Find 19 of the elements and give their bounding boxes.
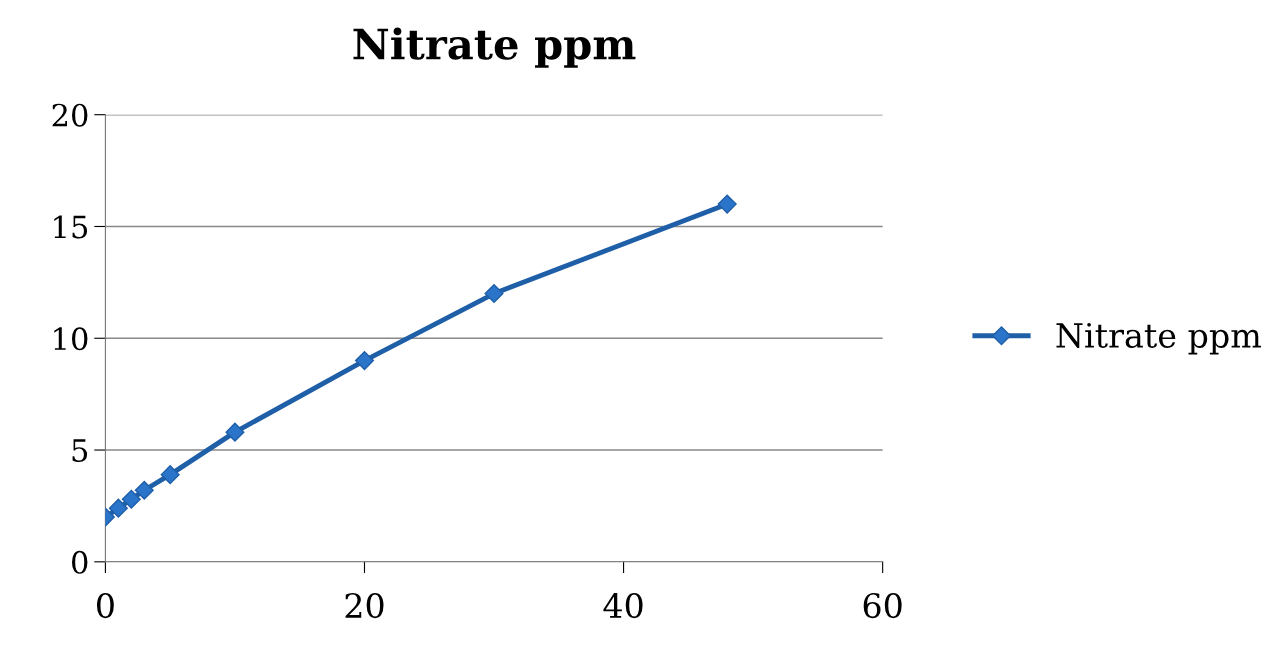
point — [484, 284, 504, 304]
y-tick-label: 15 — [54, 215, 88, 239]
x-tick-label: 40 — [603, 592, 643, 619]
point — [717, 194, 737, 214]
x-tick-label: 60 — [863, 592, 902, 619]
y-tick-label: 10 — [54, 327, 88, 351]
chart-title: Nitrate ppm — [353, 27, 636, 68]
legend-label: Nitrate ppm — [1056, 322, 1261, 355]
point — [121, 489, 141, 509]
point — [134, 480, 154, 500]
point — [225, 422, 245, 442]
point — [354, 351, 375, 371]
y-tick-label: 20 — [52, 103, 88, 127]
y-tick-label: 0 — [72, 550, 88, 574]
x-tick-label: 0 — [97, 592, 114, 619]
point — [160, 465, 180, 485]
point — [108, 498, 128, 518]
y-tick-label: 5 — [72, 439, 88, 463]
x-tick-label: 20 — [345, 592, 384, 619]
